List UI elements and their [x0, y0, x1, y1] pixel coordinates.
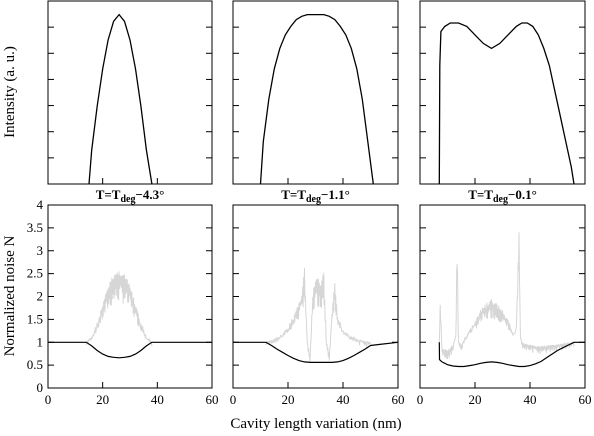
intensity-y-axis-title: Intensity (a. u.) — [2, 46, 18, 138]
noise-axes-frame — [419, 204, 586, 389]
noise-theory-series — [438, 341, 585, 368]
noise-y-tick-label: 1 — [37, 334, 44, 349]
x-tick-label: 0 — [45, 392, 52, 407]
intensity-axes-frame — [232, 0, 399, 185]
noise-y-axis-title: Normalized noise N — [2, 235, 18, 356]
intensity-series-line — [438, 22, 575, 185]
panel-title: T=Tdeg−0.1° — [468, 187, 537, 205]
panel-title: T=Tdeg−4.3° — [96, 187, 165, 205]
x-tick-label: 40 — [337, 392, 350, 407]
noise-y-tick-label: 0.5 — [27, 357, 43, 372]
intensity-series-line — [88, 13, 153, 185]
x-tick-label: 0 — [417, 392, 424, 407]
panel-title: T=Tdeg−1.1° — [281, 187, 350, 205]
x-tick-label: 60 — [579, 392, 592, 407]
x-tick-label: 60 — [206, 392, 219, 407]
noise-y-tick-label: 3.5 — [27, 220, 43, 235]
noise-y-tick-label: 2.5 — [27, 266, 43, 281]
x-tick-label: 20 — [96, 392, 109, 407]
noise-y-tick-label: 2 — [37, 289, 44, 304]
x-tick-label: 20 — [282, 392, 295, 407]
noise-theory-series — [48, 341, 212, 359]
noise-y-tick-label: 4 — [37, 197, 44, 212]
noise-y-tick-label: 3 — [37, 243, 44, 258]
noise-measured-series — [265, 267, 371, 363]
intensity-axes-frame — [47, 0, 213, 185]
noise-theory-series — [233, 341, 399, 363]
noise-y-tick-label: 1.5 — [27, 311, 43, 326]
x-tick-label: 20 — [469, 392, 482, 407]
x-tick-label: 60 — [392, 392, 405, 407]
noise-measured-series — [85, 271, 153, 347]
intensity-axes-frame — [419, 0, 586, 185]
intensity-series-line — [259, 13, 374, 185]
noise-y-tick-label: 0 — [37, 380, 44, 395]
x-tick-label: 0 — [230, 392, 237, 407]
x-tick-label: 40 — [151, 392, 164, 407]
x-tick-label: 40 — [524, 392, 537, 407]
x-axis-title: Cavity length variation (nm) — [230, 416, 401, 432]
noise-measured-series — [438, 232, 575, 360]
